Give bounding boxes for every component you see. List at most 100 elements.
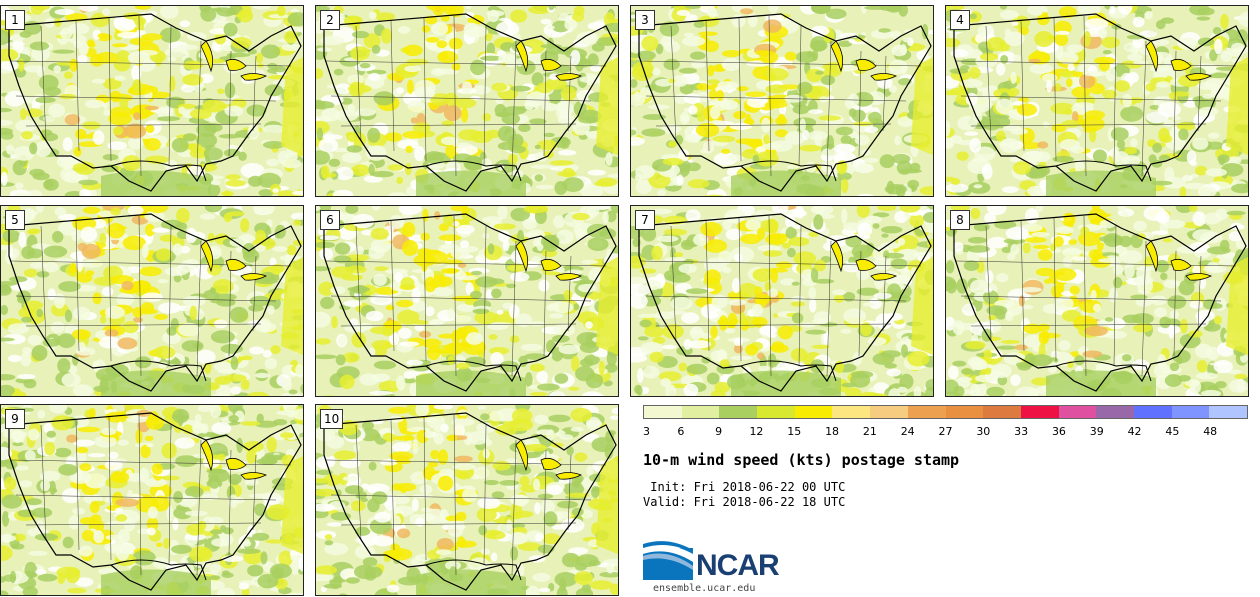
colorbar-segment [1133,406,1172,418]
coastline [323,13,617,192]
coastline [8,412,302,591]
wind-speed-map [1,6,303,196]
coastline [953,13,1247,192]
great-lake [1170,258,1192,271]
ncar-logo-text: NCAR [696,549,780,582]
wind-field [1,206,303,396]
great-lake [870,273,897,281]
colorbar-segment [1058,406,1097,418]
great-lake [1145,240,1159,273]
great-lake [1185,273,1212,281]
state-borders [10,215,292,377]
coastline [953,213,1247,392]
great-lake [200,240,214,273]
great-lake [515,40,529,73]
great-lake [200,40,214,73]
colorbar-segment [870,406,908,418]
postage-stamp-panel: 3 [630,5,934,197]
wind-speed-map [316,6,618,196]
colorbar-tick-label: 33 [1014,425,1029,438]
colorbar-segment [983,406,1021,418]
great-lake [225,457,247,470]
coastline [638,13,932,192]
colorbar [643,405,1248,419]
colorbar-tick-label: 12 [749,425,764,438]
logo-url: ensemble.ucar.edu [653,583,756,594]
colorbar-tick-label: 6 [677,425,685,438]
great-lake [855,58,877,71]
postage-stamp-panel: 5 [0,205,304,397]
wind-speed-map [1,206,303,396]
coastline [638,213,932,392]
great-lake [555,472,582,480]
member-number: 2 [320,10,340,30]
great-lake [855,258,877,271]
colorbar-tick-label: 36 [1051,425,1066,438]
postage-stamp-panel: 10 [315,404,619,596]
colorbar-tick-label: 30 [976,425,991,438]
great-lake [540,58,562,71]
postage-stamp-panel: 8 [945,205,1249,397]
colorbar-segment [719,406,758,418]
wind-speed-map [946,206,1248,396]
postage-stamp-panel: 2 [315,5,619,197]
great-lake [515,240,529,273]
great-lake [200,439,214,472]
colorbar-segment [907,406,946,418]
colorbar-tick-label: 48 [1203,425,1218,438]
coastline [323,412,617,591]
colorbar-segment [644,406,682,418]
member-number: 3 [635,10,655,30]
postage-stamp-panel: 9 [0,404,304,596]
member-number: 6 [320,210,340,230]
wind-speed-map [316,206,618,396]
postage-stamp-panel: 6 [315,205,619,397]
wind-speed-map [316,405,618,595]
coastline [8,13,302,192]
wind-speed-map [631,206,933,396]
great-lake [240,73,267,81]
colorbar-tick-label: 39 [1089,425,1104,438]
great-lake [1185,73,1212,81]
colorbar-segment [832,406,871,418]
member-number: 10 [320,409,344,429]
state-borders [640,15,922,177]
colorbar-segment [1209,406,1247,418]
colorbar-tick-label: 3 [643,425,650,438]
member-number: 5 [5,210,25,230]
colorbar-tick-label: 42 [1127,425,1142,438]
wind-speed-map [946,6,1248,196]
member-number: 7 [635,210,655,230]
wind-field [316,206,618,396]
colorbar-tick-label: 45 [1165,425,1180,438]
postage-stamp-panel: 1 [0,5,304,197]
great-lake [515,439,529,472]
great-lake [1170,58,1192,71]
great-lake [240,273,267,281]
wind-speed-map [1,405,303,595]
great-lake [240,472,267,480]
colorbar-tick-label: 24 [900,425,915,438]
great-lake [225,58,247,71]
wind-field [316,405,618,595]
init-time: Init: Fri 2018-06-22 00 UTC [643,480,846,494]
colorbar-tick-label: 27 [938,425,953,438]
great-lake [1145,40,1159,73]
colorbar-segment [1020,406,1059,418]
great-lake [555,73,582,81]
great-lake [225,258,247,271]
member-number: 4 [950,10,970,30]
colorbar-segment [757,406,795,418]
wind-field [946,6,1248,196]
ncar-logo-icon [643,541,693,580]
great-lake [555,273,582,281]
member-number: 1 [5,10,25,30]
wind-field [1,6,303,196]
chart-title: 10-m wind speed (kts) postage stamp [643,451,960,469]
postage-stamp-panel: 4 [945,5,1249,197]
colorbar-segment [1096,406,1134,418]
valid-time: Valid: Fri 2018-06-22 18 UTC [643,495,846,509]
colorbar-segment [1171,406,1210,418]
state-borders [325,15,607,177]
colorbar-tick-label: 18 [825,425,840,438]
